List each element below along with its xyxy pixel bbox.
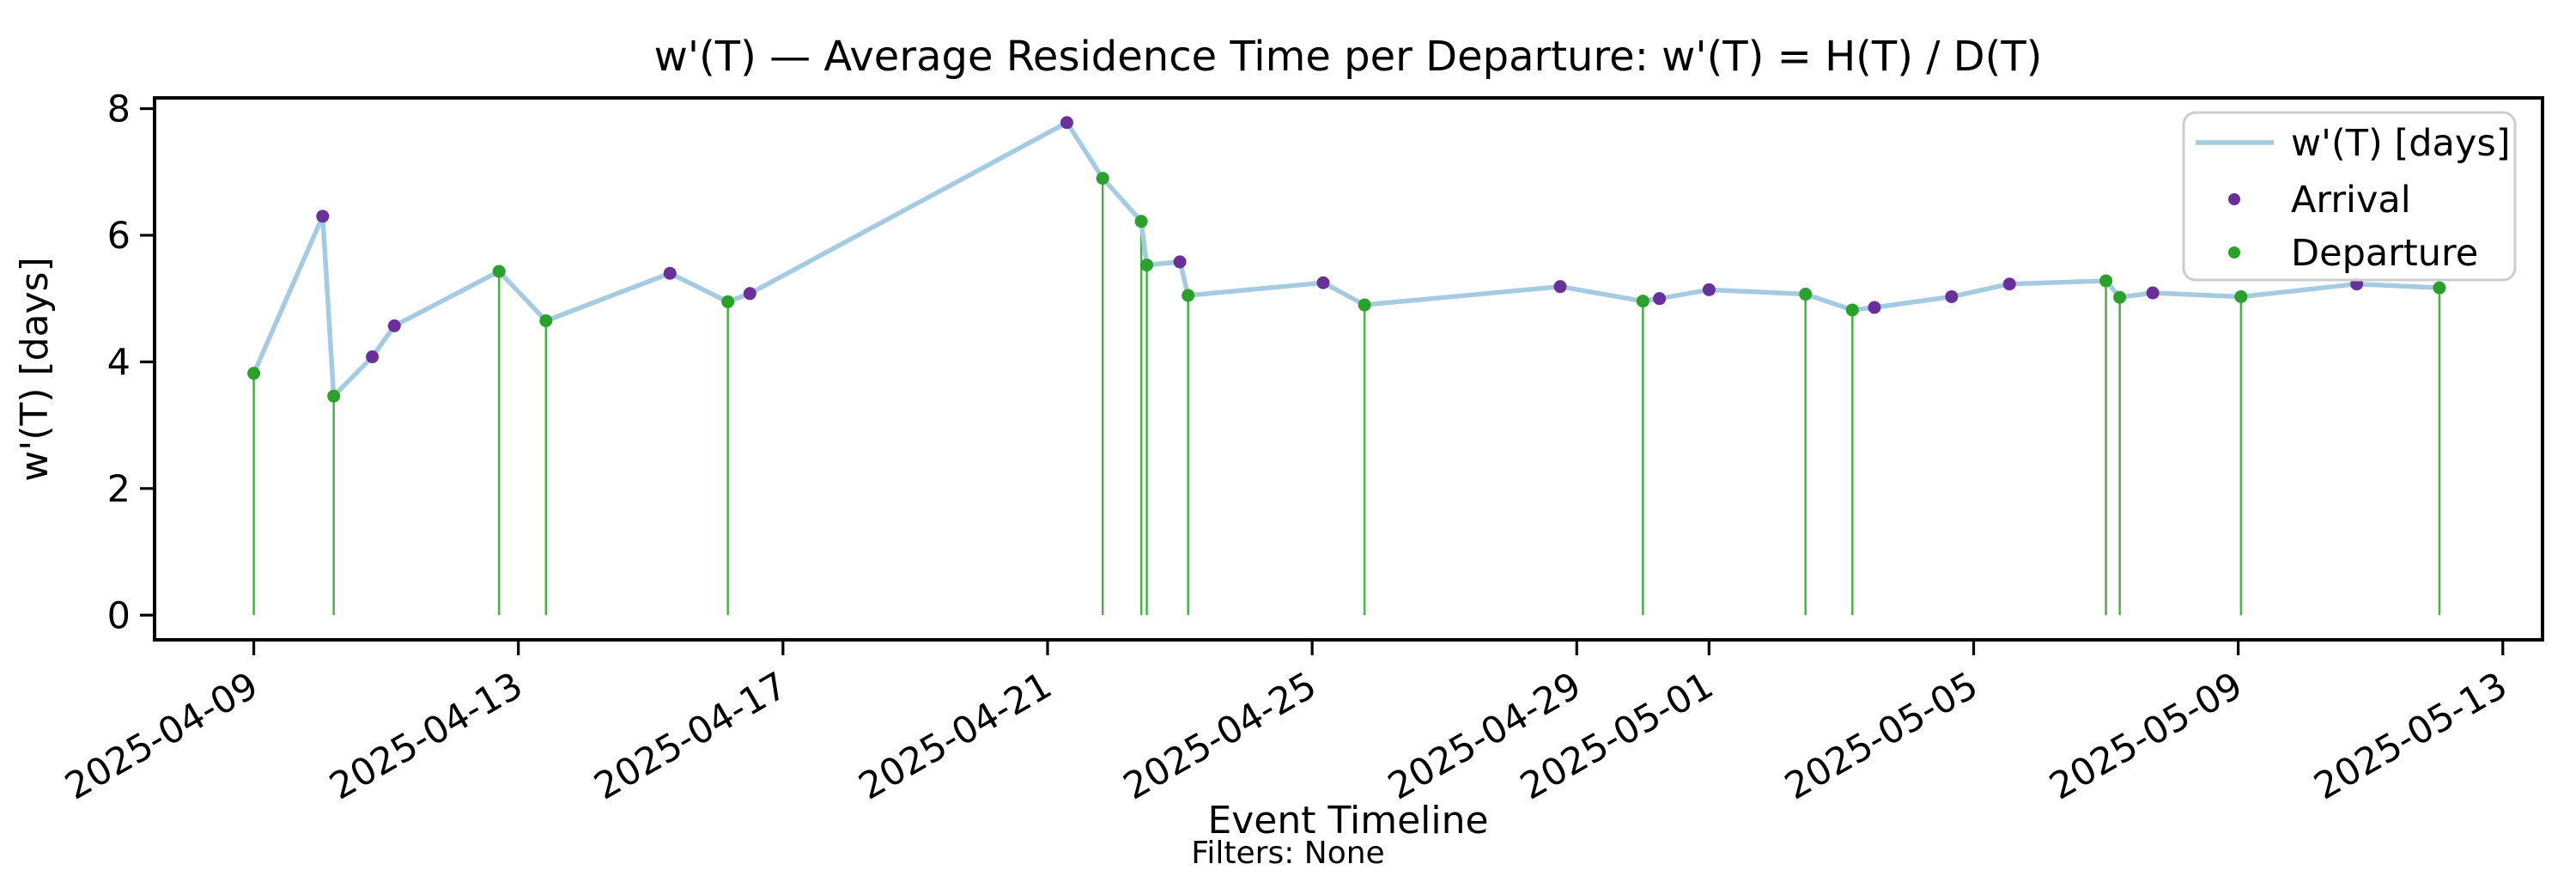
event-dot-arrival xyxy=(2146,286,2160,300)
legend-label-departure: Departure xyxy=(2291,232,2478,275)
event-dot-arrival xyxy=(1173,255,1187,269)
event-dot-departure xyxy=(1636,295,1649,308)
event-dot-arrival xyxy=(316,210,330,223)
event-dot-departure xyxy=(1845,303,1859,317)
event-dot-arrival xyxy=(366,350,380,363)
event-dot-departure xyxy=(1358,298,1371,312)
x-tick-label: 2025-05-05 xyxy=(1778,664,1985,808)
event-dot-departure xyxy=(327,389,341,403)
series-line xyxy=(251,119,2442,398)
y-tick-label: 8 xyxy=(107,88,131,131)
x-tick-label: 2025-04-25 xyxy=(1116,664,1323,808)
footnote: Filters: None xyxy=(1191,836,1384,871)
event-dot-departure xyxy=(539,313,553,327)
y-tick-label: 4 xyxy=(107,341,131,384)
event-dot-departure xyxy=(2234,289,2248,303)
event-dot-departure xyxy=(2433,281,2446,295)
x-tick-label: 2025-04-17 xyxy=(587,664,794,808)
legend-departure-dot xyxy=(2228,246,2240,259)
event-dot-departure xyxy=(721,295,735,308)
event-dot-arrival xyxy=(1868,301,1881,314)
x-tick-label: 2025-05-09 xyxy=(2043,664,2250,808)
y-axis-label: w'(T) [days] xyxy=(13,257,57,481)
event-dot-arrival xyxy=(1316,276,1330,289)
x-axis-label: Event Timeline xyxy=(1207,799,1488,843)
event-dot-arrival xyxy=(1060,116,1073,130)
x-tick-label: 2025-05-13 xyxy=(2307,664,2514,808)
event-dot-arrival xyxy=(1653,292,1667,306)
event-dot-departure xyxy=(2113,290,2127,304)
event-dot-departure xyxy=(247,367,261,380)
event-dot-departure xyxy=(2099,274,2113,288)
event-dot-departure xyxy=(1182,289,1195,302)
x-tick-label: 2025-04-13 xyxy=(323,664,530,808)
legend-label-series: w'(T) [days] xyxy=(2291,122,2511,165)
x-tick-label: 2025-04-09 xyxy=(58,664,265,808)
plot-layer: 2025-04-09 2025-04-13 2025-04-17 2025-04-21… xyxy=(58,88,2515,809)
event-dot-arrival xyxy=(1945,289,1959,303)
event-dot-arrival xyxy=(2002,277,2016,291)
event-dot-departure xyxy=(1134,215,1148,228)
event-dot-departure xyxy=(1799,288,1813,301)
event-dot-arrival xyxy=(387,319,401,332)
legend: w'(T) [days] Arrival Departure xyxy=(2182,111,2517,282)
legend-label-arrival: Arrival xyxy=(2291,179,2411,222)
y-tick-label: 0 xyxy=(107,594,131,637)
y-tick-label: 6 xyxy=(107,215,131,258)
event-dot-departure xyxy=(492,265,506,278)
event-dot-arrival xyxy=(1702,283,1716,296)
chart-title: w'(T) — Average Residence Time per Depar… xyxy=(654,33,2043,81)
y-tick-label: 2 xyxy=(107,468,131,511)
event-dot-departure xyxy=(1140,259,1154,272)
event-dot-arrival xyxy=(1553,280,1567,294)
legend-arrival-dot xyxy=(2228,193,2240,205)
event-dot-arrival xyxy=(663,266,677,280)
x-tick-label: 2025-04-21 xyxy=(852,664,1059,808)
plot-frame xyxy=(153,96,2544,642)
legend-box xyxy=(2182,111,2517,282)
event-dot-departure xyxy=(1096,172,1109,186)
event-dot-arrival xyxy=(743,287,756,301)
